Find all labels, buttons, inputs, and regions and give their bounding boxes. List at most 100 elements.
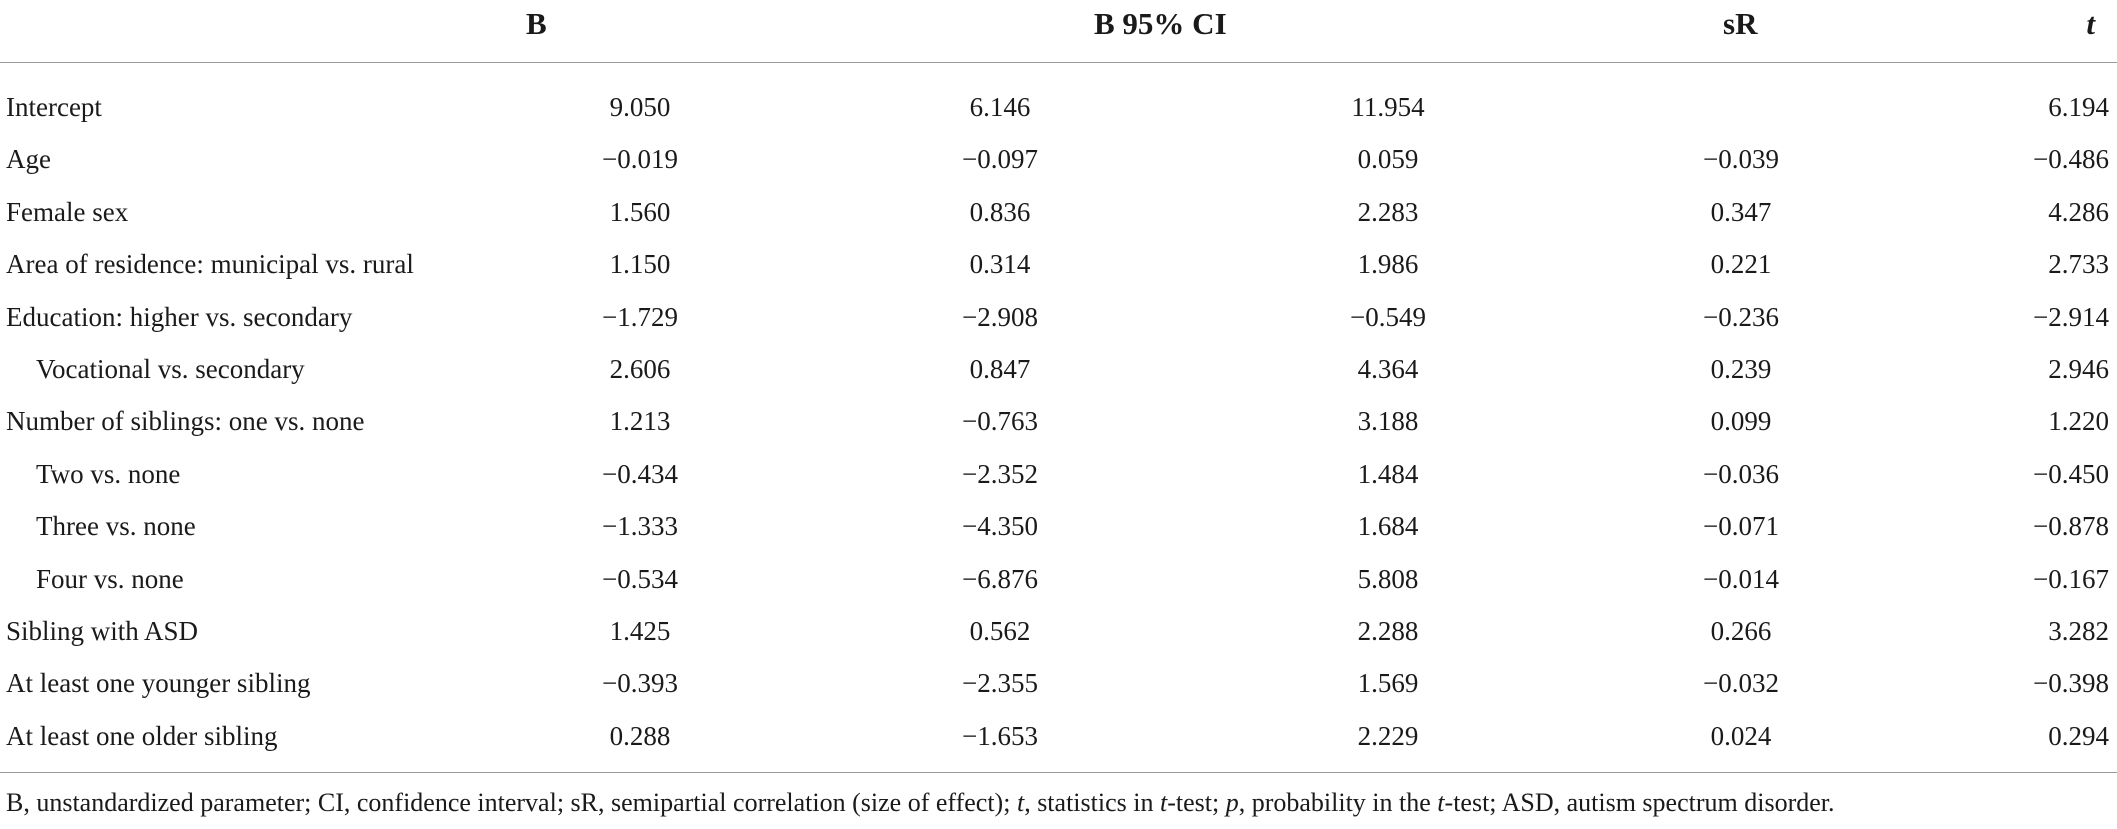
cell-b: 0.288 — [609, 720, 671, 751]
cell-ci-upper: 2.229 — [1357, 720, 1419, 751]
row-label: Three vs. none — [36, 511, 196, 542]
footnote-p: p — [1225, 788, 1239, 817]
cell-b: 1.425 — [609, 615, 671, 646]
footnote-part2: , statistics in — [1024, 788, 1160, 817]
cell-ci-upper: 0.059 — [1357, 144, 1419, 175]
cell-t: 0.294 — [2048, 720, 2109, 751]
table-header: B B 95% CI sR t — [0, 0, 2117, 62]
header-b-95-ci: B 95% CI — [1094, 6, 1227, 41]
cell-t: 1.220 — [2048, 406, 2109, 437]
table-row: At least one older sibling 0.288 −1.653 2.2… — [0, 710, 2117, 762]
footnote-part3: -test; — [1167, 788, 1226, 817]
cell-sr: 0.099 — [1710, 406, 1772, 437]
cell-ci-lower: −0.763 — [962, 406, 1038, 437]
cell-b: −1.333 — [602, 511, 678, 542]
cell-ci-lower: −0.097 — [962, 144, 1038, 175]
footnote-t1: t — [1016, 788, 1025, 817]
row-label: Education: higher vs. secondary — [6, 301, 353, 332]
cell-sr: −0.032 — [1703, 668, 1779, 699]
cell-t: −0.167 — [2033, 563, 2109, 594]
cell-sr: 0.347 — [1710, 196, 1772, 227]
cell-ci-upper: 1.986 — [1357, 249, 1419, 280]
footnote-t2: t — [1159, 788, 1168, 817]
cell-t: 2.733 — [2048, 249, 2109, 280]
cell-b: 2.606 — [609, 353, 671, 384]
cell-b: 9.050 — [609, 92, 671, 122]
header-sr: sR — [1723, 6, 1758, 41]
cell-ci-lower: 0.314 — [969, 249, 1031, 280]
cell-ci-upper: 5.808 — [1357, 563, 1419, 594]
cell-sr: −0.036 — [1703, 458, 1779, 489]
row-label: Female sex — [6, 196, 129, 227]
cell-sr: −0.039 — [1703, 144, 1779, 175]
cell-t: 6.194 — [2048, 92, 2109, 122]
footnote-part1: B, unstandardized parameter; CI, confide… — [6, 788, 1017, 817]
cell-ci-upper: 1.484 — [1357, 458, 1419, 489]
table-row: Four vs. none −0.534 −6.876 5.808 −0.014 −0.1… — [0, 553, 2117, 605]
footnote-part4: , probability in the — [1238, 788, 1438, 817]
cell-t: 2.946 — [2048, 353, 2109, 384]
table-row: Age −0.019 −0.097 0.059 −0.039 −0.486 — [0, 133, 2117, 185]
cell-ci-upper: 1.684 — [1357, 511, 1419, 542]
row-label: Intercept — [6, 92, 102, 122]
cell-b: −1.729 — [602, 301, 678, 332]
cell-ci-lower: 6.146 — [969, 92, 1031, 122]
row-label: Sibling with ASD — [6, 615, 199, 646]
cell-ci-upper: 1.569 — [1357, 668, 1419, 699]
cell-ci-lower: −1.653 — [962, 720, 1038, 751]
table-row: Number of siblings: one vs. none 1.213 −0.… — [0, 395, 2117, 447]
footnote-part5: -test; ASD, autism spectrum disorder. — [1444, 788, 1835, 817]
cell-sr: 0.266 — [1710, 615, 1772, 646]
row-label: Four vs. none — [36, 563, 184, 594]
cell-b: −0.534 — [602, 563, 678, 594]
cell-ci-upper: 4.364 — [1357, 353, 1419, 384]
table-row: Two vs. none −0.434 −2.352 1.484 −0.036 −0.45… — [0, 448, 2117, 500]
cell-sr: −0.071 — [1703, 511, 1779, 542]
table-row: Intercept 9.050 6.146 11.954 6.194 — [0, 81, 2117, 133]
bottom-rule — [0, 772, 2117, 773]
cell-b: 1.560 — [609, 196, 671, 227]
row-label: Age — [6, 144, 51, 175]
row-label: Number of siblings: one vs. none — [6, 406, 365, 437]
table-row: Area of residence: municipal vs. rural 1.… — [0, 238, 2117, 290]
cell-ci-lower: −4.350 — [962, 511, 1038, 542]
header-b: B — [526, 6, 547, 41]
cell-b: 1.150 — [609, 249, 671, 280]
cell-t: −0.878 — [2033, 511, 2109, 542]
cell-ci-lower: 0.836 — [969, 196, 1031, 227]
cell-sr: −0.014 — [1703, 563, 1779, 594]
cell-t: 4.286 — [2048, 196, 2109, 227]
cell-ci-lower: 0.562 — [969, 615, 1031, 646]
cell-ci-upper: 3.188 — [1357, 406, 1419, 437]
table-body: Intercept 9.050 6.146 11.954 6.194 Age −0.019 −… — [0, 81, 2117, 762]
row-label: Vocational vs. secondary — [36, 353, 305, 384]
cell-b: −0.019 — [602, 144, 678, 175]
table-row: Female sex 1.560 0.836 2.283 0.347 4.286 — [0, 186, 2117, 238]
table-row: Sibling with ASD 1.425 0.562 2.288 0.266 3.28… — [0, 605, 2117, 657]
cell-t: −2.914 — [2033, 301, 2109, 332]
table-row: Education: higher vs. secondary −1.729 −2.… — [0, 291, 2117, 343]
table-row: Vocational vs. secondary 2.606 0.847 4.364 0… — [0, 343, 2117, 395]
cell-b: −0.393 — [602, 668, 678, 699]
cell-t: −0.450 — [2033, 458, 2109, 489]
header-t: t — [2086, 6, 2095, 41]
table-row: At least one younger sibling −0.393 −2.355… — [0, 657, 2117, 709]
cell-ci-lower: −6.876 — [962, 563, 1038, 594]
cell-ci-lower: −2.355 — [962, 668, 1038, 699]
table-footnote: B, unstandardized parameter; CI, confide… — [6, 788, 1835, 818]
row-label: At least one older sibling — [6, 720, 278, 751]
cell-ci-upper: 2.283 — [1357, 196, 1419, 227]
cell-t: −0.486 — [2033, 144, 2109, 175]
row-label: Area of residence: municipal vs. rural — [6, 249, 414, 280]
cell-sr: 0.239 — [1710, 353, 1772, 384]
cell-ci-upper: 11.954 — [1351, 92, 1425, 122]
row-label: At least one younger sibling — [6, 668, 311, 699]
cell-sr: 0.221 — [1710, 249, 1772, 280]
cell-sr: 0.024 — [1710, 720, 1772, 751]
table-row: Three vs. none −1.333 −4.350 1.684 −0.071 −0.… — [0, 500, 2117, 552]
cell-t: 3.282 — [2048, 615, 2109, 646]
cell-ci-lower: −2.908 — [962, 301, 1038, 332]
cell-b: 1.213 — [609, 406, 671, 437]
header-rule — [0, 62, 2117, 63]
cell-ci-lower: 0.847 — [969, 353, 1031, 384]
